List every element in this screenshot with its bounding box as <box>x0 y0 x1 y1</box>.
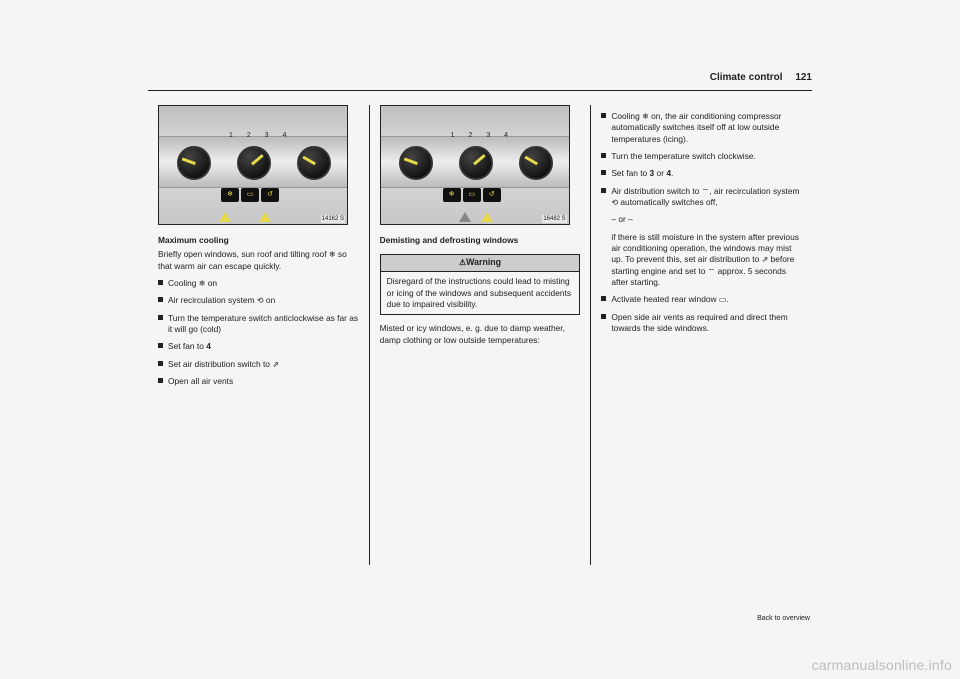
recirc-button-icon: ↺ <box>261 188 279 202</box>
air-distribution-knob <box>297 146 331 180</box>
body-text: Misted or icy windows, e. g. due to damp… <box>380 323 581 346</box>
warning-heading: ⚠Warning <box>381 255 580 272</box>
column-2: 1 2 3 4 ❄ ▭ ↺ 16482 S Demisting and defr… <box>369 105 591 565</box>
arrow-icon <box>219 212 231 222</box>
section-title: Maximum cooling <box>158 235 359 246</box>
list-item: Turn the temperature switch clockwise. <box>601 151 802 162</box>
page-number: 121 <box>795 72 812 83</box>
recirc-button-icon: ↺ <box>483 188 501 202</box>
list-item: Turn the temperature switch anticlockwis… <box>158 313 359 336</box>
button-row: ❄ ▭ ↺ <box>443 188 501 206</box>
bullet-list: Cooling ❄ on, the air conditioning compr… <box>601 111 802 335</box>
arrow-icon <box>259 212 271 222</box>
or-separator: – or – <box>611 214 802 225</box>
rear-defrost-button-icon: ▭ <box>241 188 259 202</box>
airflow-icon: ⇗ <box>272 361 279 369</box>
recirc-icon: ⟲ <box>257 297 264 305</box>
bullet-list: Cooling ❄ on Air recirculation system ⟲ … <box>158 278 359 387</box>
fan-knob <box>237 146 271 180</box>
columns: 1 2 3 4 ❄ ▭ ↺ 14162 S Maximum cooling Br… <box>148 105 812 565</box>
fan-numbers: 1 2 3 4 <box>451 131 514 140</box>
column-1: 1 2 3 4 ❄ ▭ ↺ 14162 S Maximum cooling Br… <box>148 105 369 565</box>
fan-numbers: 1 2 3 4 <box>229 131 292 140</box>
section-name: Climate control <box>710 72 783 83</box>
figure-label: 14162 S <box>321 215 345 223</box>
list-item: Air distribution switch to ⌔, air recirc… <box>601 186 802 289</box>
arrow-icon <box>459 212 471 222</box>
warning-body: Disregard of the instructions could lead… <box>381 272 580 314</box>
header-rule <box>148 90 812 91</box>
list-item: Cooling ❄ on <box>158 278 359 289</box>
list-item: Cooling ❄ on, the air conditioning compr… <box>601 111 802 145</box>
callout-arrows <box>219 212 271 222</box>
intro-text: Briefly open windows, sun roof and tilti… <box>158 249 359 272</box>
button-row: ❄ ▭ ↺ <box>221 188 279 206</box>
callout-arrows <box>459 212 493 222</box>
warning-box: ⚠Warning Disregard of the instructions c… <box>380 254 581 315</box>
watermark: carmanualsonline.info <box>812 657 952 673</box>
snowflake-icon: ❄ <box>329 251 336 259</box>
ac-button-icon: ❄ <box>221 188 239 202</box>
manual-page: Climate control 121 1 2 3 4 ❄ ▭ ↺ <box>148 90 812 610</box>
list-item: Open side air vents as required and dire… <box>601 312 802 335</box>
temperature-knob <box>177 146 211 180</box>
list-item: Set fan to 4 <box>158 341 359 352</box>
back-to-overview-link[interactable]: Back to overview <box>757 615 810 622</box>
list-item: Activate heated rear window ▭. <box>601 294 802 305</box>
column-3: Cooling ❄ on, the air conditioning compr… <box>590 105 812 565</box>
ac-button-icon: ❄ <box>443 188 461 202</box>
list-item: Open all air vents <box>158 376 359 387</box>
arrow-icon <box>481 212 493 222</box>
figure-1: 1 2 3 4 ❄ ▭ ↺ 14162 S <box>158 105 348 225</box>
figure-label: 16482 S <box>542 215 566 223</box>
air-distribution-knob <box>519 146 553 180</box>
list-item: Air recirculation system ⟲ on <box>158 295 359 306</box>
snowflake-icon: ❄ <box>642 113 649 121</box>
rear-defrost-button-icon: ▭ <box>463 188 481 202</box>
figure-2: 1 2 3 4 ❄ ▭ ↺ 16482 S <box>380 105 570 225</box>
temperature-knob <box>399 146 433 180</box>
list-item: Set air distribution switch to ⇗ <box>158 359 359 370</box>
list-item: Set fan to 3 or 4. <box>601 168 802 179</box>
fan-knob <box>459 146 493 180</box>
section-title: Demisting and defrosting windows <box>380 235 581 246</box>
running-head: Climate control 121 <box>710 72 812 83</box>
